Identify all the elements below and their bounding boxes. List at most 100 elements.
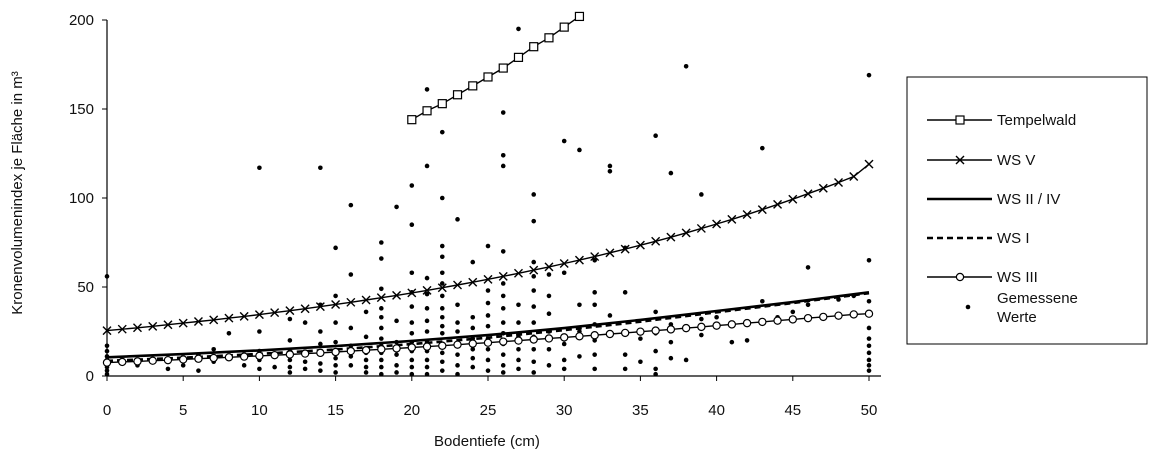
measured-point — [318, 165, 323, 171]
series-lines — [102, 11, 874, 367]
series-marker-tempelwald — [452, 90, 463, 100]
measured-point — [439, 368, 445, 373]
measured-point — [439, 314, 445, 320]
axes: 0 5 10 15 20 25 30 35 40 45 50 0 50 100 150 200 — [69, 12, 881, 419]
series-marker-ws-v — [300, 304, 310, 314]
measured-point — [866, 258, 872, 263]
measured-point — [424, 329, 430, 334]
series-marker-ws-iii — [712, 321, 721, 330]
measured-point — [531, 370, 537, 375]
series-marker-ws-iii — [255, 351, 264, 361]
measured-point — [333, 245, 338, 251]
x-tick-label: 20 — [403, 402, 420, 419]
measured-point — [333, 293, 338, 299]
measured-point — [333, 320, 338, 325]
series-marker-ws-v — [773, 199, 783, 209]
series-marker-ws-v — [574, 255, 584, 265]
measured-point — [531, 288, 537, 293]
x-tick-label: 50 — [861, 402, 878, 419]
measured-point — [379, 306, 384, 311]
measured-point — [379, 256, 384, 261]
series-marker-ws-iii — [133, 357, 142, 366]
series-marker-ws-iii — [758, 317, 767, 327]
series-line-ws-ii-iv — [106, 291, 870, 359]
x-tick-label: 45 — [784, 402, 801, 419]
legend-item: Gemessene Werte — [965, 290, 1078, 326]
series-marker-ws-v — [529, 265, 539, 275]
series-marker-ws-v — [834, 178, 844, 188]
measured-point — [104, 274, 110, 279]
series-marker-ws-iii — [178, 355, 188, 364]
measured-point — [607, 313, 613, 318]
measured-point — [500, 370, 506, 375]
measured-point — [287, 357, 293, 363]
legend-swatch-marker — [955, 155, 965, 165]
series-line-tempelwald — [411, 15, 580, 121]
series-marker-ws-iii — [514, 336, 523, 345]
measured-point — [592, 290, 597, 295]
series-marker-ws-iii — [239, 352, 249, 361]
measured-point — [531, 304, 537, 309]
measured-point — [500, 249, 506, 254]
measured-point — [439, 281, 445, 286]
measured-point — [866, 325, 872, 331]
series-marker-ws-v — [163, 320, 173, 330]
measured-point — [516, 357, 521, 363]
series-marker-ws-v — [239, 311, 249, 321]
measured-point — [257, 165, 262, 171]
measured-point — [196, 368, 201, 373]
measured-point — [866, 298, 872, 304]
y-tick-label: 0 — [86, 368, 94, 385]
series-marker-ws-iii — [209, 353, 218, 363]
measured-point — [546, 311, 552, 317]
measured-point — [699, 192, 704, 197]
measured-point — [866, 368, 872, 373]
measured-point — [379, 371, 384, 377]
series-marker-tempelwald — [437, 99, 447, 109]
x-tick-label: 40 — [708, 402, 725, 419]
measured-point — [531, 218, 537, 224]
x-tick-label: 0 — [103, 402, 111, 419]
measured-point — [531, 259, 537, 265]
series-marker-ws-v — [681, 228, 691, 238]
measured-point — [439, 350, 445, 356]
measured-point — [500, 281, 506, 286]
y-tick-label: 150 — [69, 101, 94, 118]
series-marker-ws-iii — [331, 347, 340, 357]
measured-point — [394, 363, 399, 368]
measured-point — [379, 286, 384, 292]
measured-point — [485, 288, 491, 293]
legend-swatch-marker — [955, 272, 965, 282]
series-marker-ws-iii — [788, 315, 798, 324]
series-marker-ws-v — [148, 321, 158, 331]
series-marker-ws-iii — [300, 349, 310, 358]
series-marker-ws-iii — [544, 334, 554, 343]
measured-point — [287, 370, 293, 375]
y-tick-label: 50 — [77, 279, 94, 296]
measured-point — [424, 291, 430, 297]
measured-point — [104, 348, 110, 354]
measured-point — [257, 366, 262, 372]
legend-label: WS V — [997, 152, 1035, 169]
measured-point — [211, 347, 216, 352]
measured-point — [760, 298, 765, 304]
series-marker-ws-v — [361, 295, 371, 305]
measured-point — [760, 145, 765, 151]
series-marker-ws-v — [803, 189, 813, 199]
legend-swatch-marker — [955, 115, 965, 125]
measured-point — [653, 133, 658, 138]
measured-point — [866, 72, 872, 78]
measured-point — [257, 329, 262, 334]
measured-point — [561, 270, 567, 276]
series-marker-ws-iii — [361, 345, 371, 355]
measured-point — [165, 366, 171, 372]
measured-point — [379, 364, 384, 370]
measured-point — [318, 329, 323, 334]
series-marker-ws-iii — [773, 316, 782, 325]
x-axis-label: Bodentiefe (cm) — [434, 433, 540, 450]
measured-point — [409, 364, 415, 370]
legend-item: WS II / IV — [927, 191, 1060, 208]
legend-item: WS V — [927, 152, 1035, 169]
legend-label: Tempelwald — [997, 112, 1076, 129]
series-marker-ws-iii — [224, 353, 234, 362]
